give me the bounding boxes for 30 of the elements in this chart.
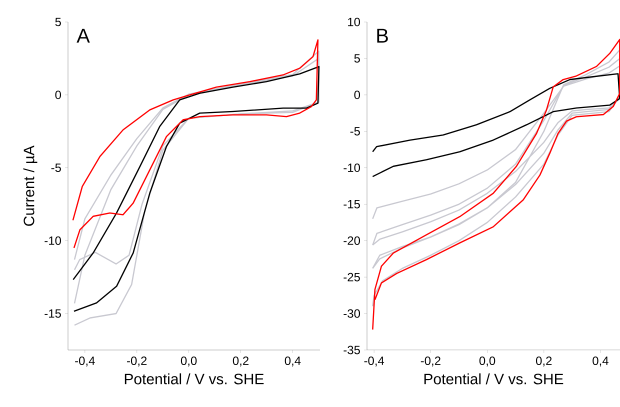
y-tick-label: -25 [344, 272, 360, 282]
x-tick-label: 0,2 [232, 356, 248, 366]
y-tick-label: -10 [44, 236, 62, 245]
x-tick-label: -0,4 [364, 356, 384, 366]
x-tick-label: 0,2 [536, 356, 552, 366]
y-axis-title: Current / µA [23, 145, 38, 226]
x-tick-label: 0,4 [284, 356, 301, 366]
x-tick-label: 0,0 [479, 356, 496, 366]
x-tick-label: -0,4 [75, 356, 95, 366]
y-tick-label: -20 [344, 236, 360, 245]
y-tick-label: 5 [55, 18, 61, 26]
y-tick-label: 0 [354, 90, 360, 100]
annotation: B [377, 28, 388, 43]
x-tick-label: 0,0 [180, 356, 197, 366]
y-tick-label: -15 [44, 309, 61, 318]
y-tick-label: -30 [344, 309, 360, 318]
y-tick-label: 10 [348, 18, 360, 26]
y-tick-label: 5 [354, 54, 360, 63]
y-tick-label: -5 [51, 164, 61, 172]
x-axis-title: Potential / V vs. SHE [424, 373, 564, 384]
y-tick-label: -15 [344, 200, 360, 208]
y-tick-label: -10 [344, 164, 360, 172]
y-tick-label: 0 [55, 90, 62, 100]
x-tick-label: 0,4 [592, 356, 608, 366]
x-tick-label: -0,2 [420, 356, 440, 366]
y-tick-label: -5 [350, 127, 360, 136]
y-tick-label: -35 [344, 346, 360, 354]
x-tick-label: -0,2 [127, 356, 147, 366]
x-axis-title: Potential / V vs. SHE [124, 373, 264, 384]
annotation: A [76, 28, 90, 43]
